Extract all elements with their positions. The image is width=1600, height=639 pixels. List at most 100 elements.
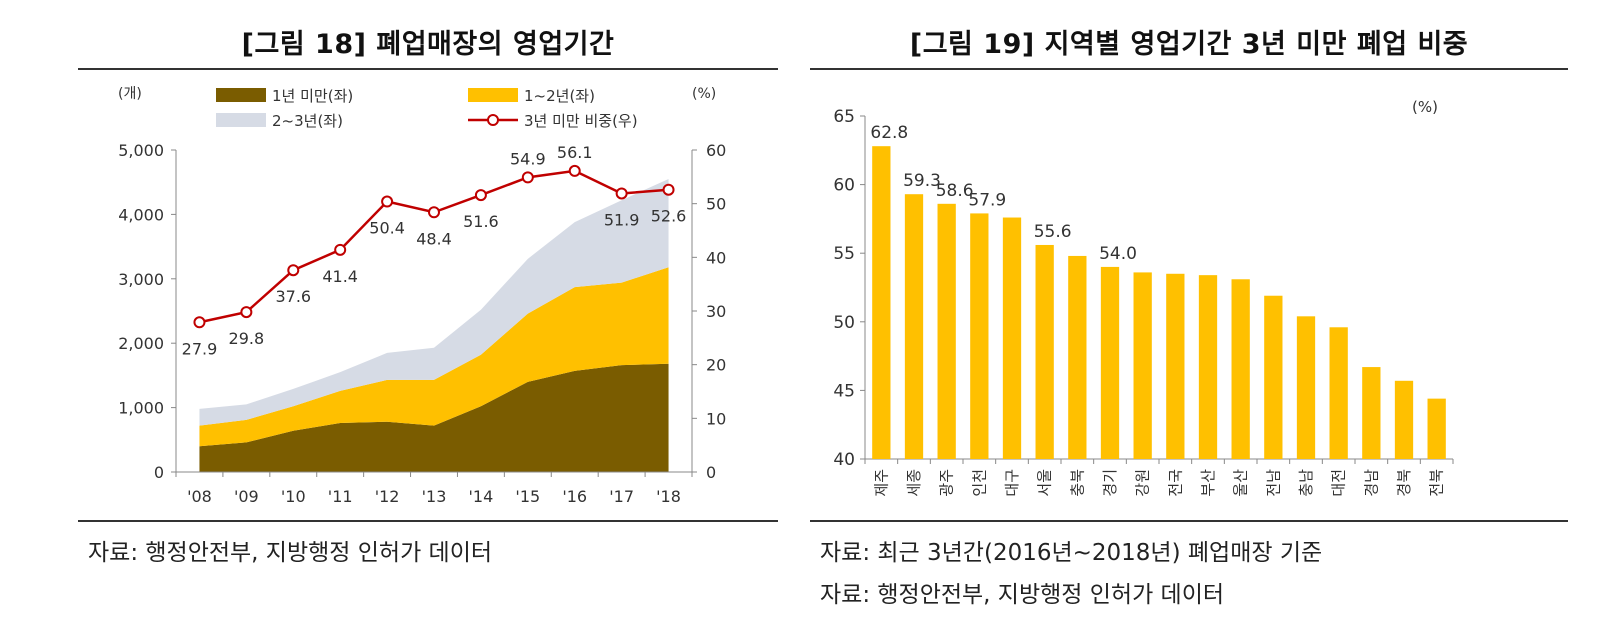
x-tick-label: 전남 xyxy=(1264,469,1282,497)
figure-18-chart: 0 1,000 2,000 3,000 4,000 5,000 0 10 20 30 40 50 60 '… xyxy=(118,86,726,506)
x-tick-label: '16 xyxy=(562,487,587,506)
y-tick-label: 50 xyxy=(833,313,855,333)
bar-경남 xyxy=(1362,367,1381,459)
bar-data-label: 54.0 xyxy=(1099,244,1137,264)
line-point xyxy=(615,187,628,200)
figure-19-note-1: 자료: 최근 3년간(2016년~2018년) 폐업매장 기준 xyxy=(820,540,1323,566)
right-tick-label: 10 xyxy=(706,409,726,428)
bar-경기 xyxy=(1100,266,1120,459)
line-data-label: 52.6 xyxy=(651,207,687,226)
bar-강원 xyxy=(1133,272,1152,459)
line-point xyxy=(334,243,347,256)
line-point xyxy=(428,206,440,219)
legend-label: 1~2년(좌) xyxy=(524,87,595,105)
line-point xyxy=(474,189,487,202)
y-tick-label: 55 xyxy=(833,244,855,264)
right-axis-unit: (%) xyxy=(692,86,716,102)
legend-swatch xyxy=(468,88,518,102)
left-tick-label: 4,000 xyxy=(118,205,164,224)
x-tick-label: 부산 xyxy=(1199,469,1217,497)
x-tick-label: 제주 xyxy=(872,469,890,497)
legend-label: 3년 미만 비중(우) xyxy=(524,112,638,130)
figure-19: [그림 19] 지역별 영업기간 3년 미만 폐업 비중 40 45 50 55 60 6… xyxy=(810,0,1568,639)
left-tick-label: 5,000 xyxy=(118,141,164,160)
x-tick-label: 충남 xyxy=(1297,469,1315,497)
bar-대전 xyxy=(1329,327,1348,459)
x-tick-label: 서울 xyxy=(1036,469,1054,497)
x-tick-label: '12 xyxy=(375,487,400,506)
bar-충남 xyxy=(1296,316,1316,459)
x-tick-label: 인천 xyxy=(970,469,988,497)
line-data-label: 56.1 xyxy=(557,143,593,162)
figure-18-source: 자료: 행정안전부, 지방행정 인허가 데이터 xyxy=(88,540,493,566)
line-point xyxy=(287,264,300,277)
y-tick-label: 60 xyxy=(833,176,855,196)
left-tick-label: 2,000 xyxy=(118,334,164,353)
figure-18-top-rule xyxy=(78,68,778,70)
y-tick-label: 45 xyxy=(833,381,855,401)
figure-19-bottom-rule xyxy=(810,520,1568,522)
x-tick-label: 대전 xyxy=(1330,469,1348,497)
figure-19-note-2: 자료: 행정안전부, 지방행정 인허가 데이터 xyxy=(820,582,1225,608)
line-data-label: 51.6 xyxy=(463,212,499,231)
x-tick-label: 충북 xyxy=(1068,469,1086,497)
area-series-2 xyxy=(199,178,669,426)
line-data-label: 29.8 xyxy=(229,329,265,348)
x-tick-label: 강원 xyxy=(1134,469,1152,497)
right-tick-label: 60 xyxy=(706,141,726,160)
figure-19-chart: 40 45 50 55 60 65 (%) 62.8 제주 59.3 세종 58.6 광주 57.9 인천 대… xyxy=(833,98,1454,497)
right-tick-label: 0 xyxy=(706,463,716,482)
line-data-label: 54.9 xyxy=(510,149,546,168)
x-tick-label: 경기 xyxy=(1101,469,1119,497)
x-tick-label: 세종 xyxy=(905,469,923,497)
x-tick-label: '11 xyxy=(328,487,353,506)
x-tick-label: '15 xyxy=(515,487,540,506)
line-point xyxy=(240,306,253,319)
bar-대구 xyxy=(1002,217,1022,459)
bar-전북 xyxy=(1427,398,1446,459)
x-tick-label: '18 xyxy=(656,487,681,506)
x-tick-label: '10 xyxy=(281,487,306,506)
line-point xyxy=(193,316,206,329)
figure-18-title: [그림 18] 폐업매장의 영업기간 xyxy=(241,29,615,60)
figure-18: [그림 18] 폐업매장의 영업기간 0 1,000 2,000 3,000 4,000… xyxy=(78,0,778,639)
bar-경북 xyxy=(1394,380,1414,459)
line-data-label: 51.9 xyxy=(604,210,640,229)
figure-19-top-rule xyxy=(810,68,1568,70)
x-tick-label: 전국 xyxy=(1166,469,1184,497)
bar-부산 xyxy=(1198,275,1218,459)
bar-광주 xyxy=(937,203,956,459)
legend-swatch xyxy=(216,88,266,102)
bar-data-label: 57.9 xyxy=(968,190,1006,210)
bar-인천 xyxy=(970,213,989,459)
line-point xyxy=(568,164,581,177)
left-axis-unit: (개) xyxy=(118,86,142,102)
bar-data-label: 62.8 xyxy=(870,123,908,143)
line-data-label: 27.9 xyxy=(182,339,218,358)
line-data-label: 48.4 xyxy=(416,229,452,248)
y-axis-unit: (%) xyxy=(1412,98,1438,116)
legend-marker xyxy=(487,114,499,126)
x-tick-label: '17 xyxy=(609,487,634,506)
left-tick-label: 1,000 xyxy=(118,399,164,418)
figure-19-title: [그림 19] 지역별 영업기간 3년 미만 폐업 비중 xyxy=(909,29,1469,60)
x-tick-label: '08 xyxy=(187,487,212,506)
x-tick-label: 광주 xyxy=(938,469,956,497)
y-tick-label: 65 xyxy=(833,107,855,127)
bar-data-label: 58.6 xyxy=(936,181,974,201)
line-data-label: 37.6 xyxy=(275,287,311,306)
right-tick-label: 50 xyxy=(706,195,726,214)
line-point xyxy=(381,195,394,208)
left-tick-label: 0 xyxy=(154,463,164,482)
bar-전국 xyxy=(1166,273,1185,459)
legend-swatch xyxy=(216,113,266,127)
x-tick-label: '09 xyxy=(234,487,259,506)
left-tick-label: 3,000 xyxy=(118,270,164,289)
area-series-0 xyxy=(199,363,669,472)
x-tick-label: 울산 xyxy=(1232,469,1250,497)
bar-전남 xyxy=(1264,295,1283,459)
legend-label: 2~3년(좌) xyxy=(272,112,343,130)
line-data-label: 41.4 xyxy=(322,267,358,286)
x-tick-label: 전북 xyxy=(1428,469,1446,497)
line-data-label: 50.4 xyxy=(369,219,405,238)
